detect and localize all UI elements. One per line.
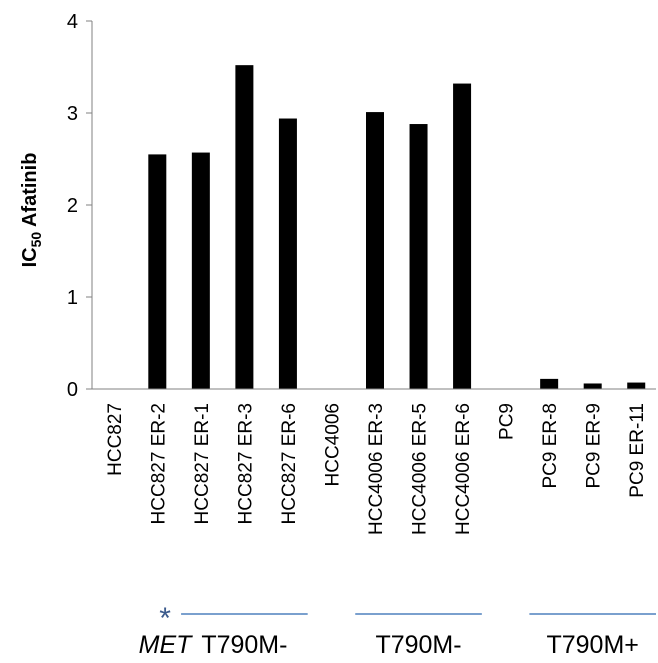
x-tick-label: HCC827 ER-3 bbox=[235, 403, 256, 524]
x-tick-label: PC9 bbox=[497, 403, 518, 440]
category-labels: HCC827 HCC827 ER-2 HCC827 ER-1 HCC827 ER-3 H… bbox=[105, 403, 648, 535]
x-tick-label: HCC827 ER-2 bbox=[148, 403, 169, 524]
group-label: T790M- bbox=[201, 631, 287, 659]
y-axis-label-subscript: 50 bbox=[28, 232, 44, 248]
bar bbox=[235, 65, 254, 389]
bar bbox=[366, 112, 384, 389]
bar bbox=[627, 382, 646, 389]
x-tick-label: PC9 ER-11 bbox=[627, 403, 648, 498]
bar bbox=[278, 118, 297, 390]
x-tick-label: HCC827 ER-1 bbox=[192, 403, 213, 524]
y-axis-label-main: IC bbox=[19, 247, 41, 267]
x-tick-label: HCC4006 bbox=[322, 403, 343, 486]
x-tick-label: PC9 ER-8 bbox=[540, 403, 561, 489]
y-tick-label: 4 bbox=[67, 11, 78, 33]
y-tick-label: 0 bbox=[67, 379, 78, 401]
y-tick-label: 1 bbox=[67, 287, 78, 309]
y-axis-label: IC50 Afatinib bbox=[19, 153, 44, 268]
y-tick-label: 2 bbox=[67, 195, 78, 217]
bar bbox=[409, 124, 428, 389]
bar bbox=[583, 383, 602, 389]
bar bbox=[540, 378, 559, 389]
group-label: T790M+ bbox=[546, 631, 638, 659]
bars bbox=[148, 65, 646, 390]
bar bbox=[453, 83, 472, 389]
bar bbox=[148, 154, 167, 389]
x-tick-label: HCC827 bbox=[105, 403, 126, 476]
x-tick-label: HCC4006 ER-6 bbox=[453, 403, 474, 535]
group-annotations: T790M-*MET T790M- T790M+ bbox=[139, 602, 656, 659]
y-axis-label-rest: Afatinib bbox=[19, 153, 41, 232]
y-axis: 0 1 2 3 4 bbox=[67, 11, 93, 401]
x-tick-label: HCC4006 ER-5 bbox=[410, 403, 431, 535]
bar bbox=[191, 152, 210, 389]
x-tick-label: HCC827 ER-6 bbox=[279, 403, 300, 524]
group-prefix: MET bbox=[139, 631, 194, 659]
x-tick-label: PC9 ER-9 bbox=[584, 403, 605, 489]
y-tick-label: 3 bbox=[67, 103, 78, 125]
group-label: T790M- bbox=[375, 631, 461, 659]
group-marker: * bbox=[159, 602, 171, 635]
x-tick-label: HCC4006 ER-3 bbox=[366, 403, 387, 535]
